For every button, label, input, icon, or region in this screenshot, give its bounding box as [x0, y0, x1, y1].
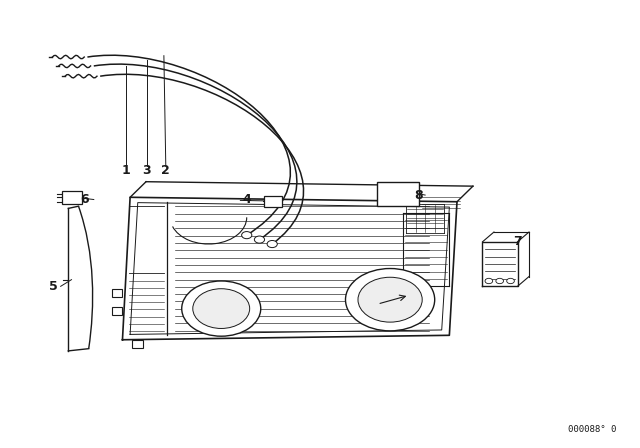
Text: 8: 8: [415, 189, 423, 202]
Circle shape: [254, 236, 264, 243]
Circle shape: [358, 277, 422, 322]
Text: 3: 3: [142, 164, 151, 177]
Circle shape: [182, 281, 260, 336]
Bar: [378, 182, 419, 206]
Circle shape: [485, 278, 493, 284]
Bar: [112, 307, 122, 315]
Text: 7: 7: [513, 235, 522, 248]
Circle shape: [507, 278, 515, 284]
Bar: [62, 191, 83, 204]
Circle shape: [346, 268, 435, 331]
Circle shape: [267, 241, 277, 248]
Bar: [132, 340, 143, 348]
Text: 1: 1: [121, 164, 130, 177]
Text: 6: 6: [80, 193, 88, 206]
Text: 000088° 0: 000088° 0: [568, 425, 616, 434]
Circle shape: [242, 232, 252, 239]
Circle shape: [193, 289, 250, 328]
Circle shape: [496, 278, 504, 284]
Text: 4: 4: [243, 193, 251, 206]
Text: 5: 5: [49, 280, 58, 293]
Text: 2: 2: [161, 164, 170, 177]
Bar: [112, 289, 122, 297]
Bar: [264, 196, 282, 207]
